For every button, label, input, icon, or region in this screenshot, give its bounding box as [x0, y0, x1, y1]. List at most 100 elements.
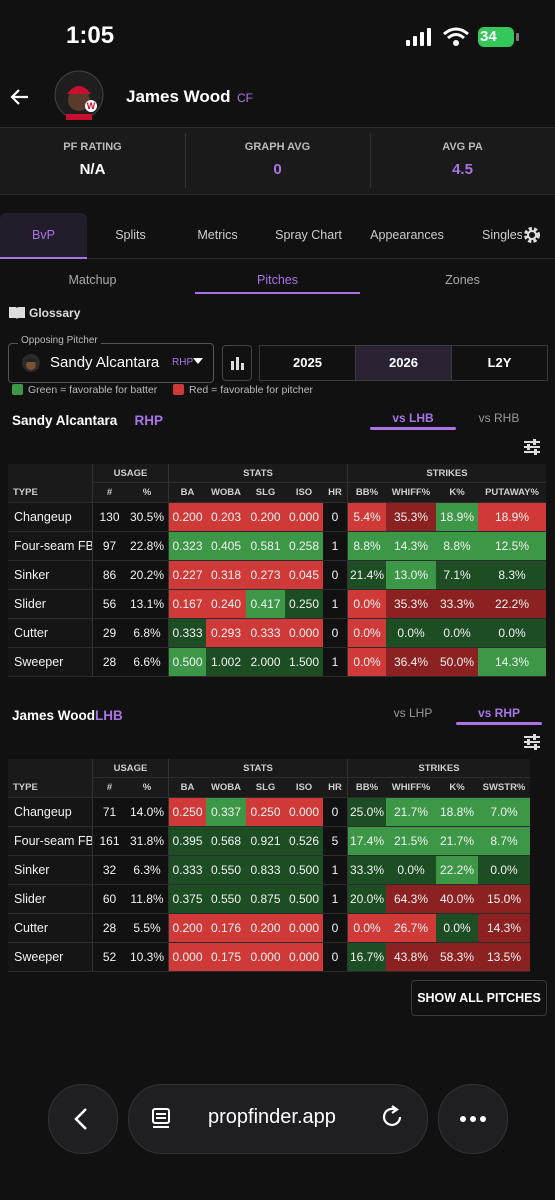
- table-cell: 0.318: [206, 561, 246, 590]
- table-cell: 0: [323, 503, 347, 532]
- table-cell: 0.000: [285, 619, 323, 648]
- table-cell: 58.3%: [436, 943, 478, 972]
- pitcher-avatar: [22, 354, 40, 372]
- year-option[interactable]: 2025: [259, 345, 356, 381]
- reload-button[interactable]: [380, 1104, 406, 1130]
- browser-back[interactable]: [48, 1084, 118, 1154]
- subtab[interactable]: Zones: [445, 273, 480, 287]
- stat-value: 0: [273, 161, 282, 178]
- table-cell: 0.240: [206, 590, 246, 619]
- table-cell: Slider: [8, 885, 92, 914]
- tab[interactable]: Appearances: [370, 228, 444, 242]
- pitcher-select[interactable]: [8, 343, 214, 383]
- toggle-underline: [370, 427, 456, 430]
- subtab[interactable]: Pitches: [257, 273, 298, 287]
- table-cell: 40.0%: [436, 885, 478, 914]
- filter-icon: [524, 439, 540, 455]
- table-cell: 6.8%: [126, 619, 168, 648]
- table-cell: 6.6%: [126, 648, 168, 677]
- hand-toggle[interactable]: vs RHP: [477, 706, 521, 720]
- table-cell: 0.000: [168, 943, 206, 972]
- hand-toggle[interactable]: vs LHP: [393, 706, 433, 720]
- column-header: PUTAWAY%: [478, 483, 546, 503]
- hand-toggle[interactable]: vs LHB: [392, 411, 434, 425]
- table-cell: 0.875: [246, 885, 285, 914]
- column-header: ISO: [285, 483, 323, 503]
- settings-button[interactable]: [522, 225, 542, 245]
- table-cell: 0.568: [206, 827, 246, 856]
- table-cell: Sweeper: [8, 648, 92, 677]
- table-cell: 1: [323, 532, 347, 561]
- hand-toggle[interactable]: vs RHB: [478, 411, 520, 425]
- table-cell: 21.7%: [436, 827, 478, 856]
- column-header: WOBA: [206, 483, 246, 503]
- table-cell: 14.0%: [126, 798, 168, 827]
- table-cell: 20.0%: [347, 885, 386, 914]
- table-cell: Changeup: [8, 503, 92, 532]
- table-cell: Cutter: [8, 619, 92, 648]
- table-cell: 0: [323, 561, 347, 590]
- column-header: HR: [323, 778, 347, 798]
- table-cell: 0.0%: [347, 914, 386, 943]
- table-cell: 28: [92, 914, 126, 943]
- show-all-button[interactable]: SHOW ALL PITCHES: [411, 980, 547, 1016]
- year-option[interactable]: L2Y: [451, 345, 548, 381]
- column-header: BA: [168, 778, 206, 798]
- filter-button[interactable]: [522, 733, 542, 751]
- subtab[interactable]: Matchup: [68, 273, 117, 287]
- group-header: USAGE: [92, 464, 168, 483]
- glossary-link[interactable]: Glossary: [29, 306, 81, 320]
- subtab-underline: [195, 292, 360, 294]
- tab[interactable]: Spray Chart: [275, 228, 342, 242]
- table-cell: 86: [92, 561, 126, 590]
- section-title: Sandy Alcantara: [12, 413, 118, 428]
- column-header: HR: [323, 483, 347, 503]
- column-header: SWSTR%: [478, 778, 530, 798]
- legend-green: Green = favorable for batter: [28, 384, 158, 396]
- filter-button[interactable]: [522, 438, 542, 456]
- table-cell: 0.550: [206, 885, 246, 914]
- table-cell: 0.293: [206, 619, 246, 648]
- section-title: James Wood: [12, 708, 96, 723]
- column-header: ISO: [285, 778, 323, 798]
- table-cell: 0.176: [206, 914, 246, 943]
- table-cell: 8.7%: [478, 827, 530, 856]
- section-hand: LHB: [95, 708, 123, 723]
- group-header: STATS: [168, 759, 347, 778]
- group-header: STRIKES: [347, 464, 546, 483]
- column-header: WOBA: [206, 778, 246, 798]
- table-cell: 0.045: [285, 561, 323, 590]
- column-header: TYPE: [8, 778, 92, 798]
- table-cell: Sweeper: [8, 943, 92, 972]
- back-button[interactable]: [8, 86, 32, 108]
- table-cell: 13.5%: [478, 943, 530, 972]
- table-cell: 0.337: [206, 798, 246, 827]
- table-cell: 5.4%: [347, 503, 386, 532]
- table-cell: 32: [92, 856, 126, 885]
- table-cell: 0.167: [168, 590, 206, 619]
- table-cell: 0.273: [246, 561, 285, 590]
- more-button[interactable]: [438, 1084, 508, 1154]
- tab[interactable]: Metrics: [197, 228, 238, 242]
- column-header: BA: [168, 483, 206, 503]
- table-cell: 0.333: [246, 619, 285, 648]
- player-position: CF: [237, 91, 253, 105]
- column-header: #: [92, 778, 126, 798]
- reader-icon[interactable]: [150, 1106, 174, 1130]
- tab[interactable]: Singles: [482, 228, 522, 242]
- tab[interactable]: BvP: [0, 213, 87, 259]
- table-cell: 21.4%: [347, 561, 386, 590]
- table-cell: 22.2%: [478, 590, 546, 619]
- url-bar[interactable]: [128, 1084, 428, 1154]
- group-header: USAGE: [92, 759, 168, 778]
- table-cell: 1: [323, 590, 347, 619]
- table-cell: 130: [92, 503, 126, 532]
- table-cell: 1: [323, 648, 347, 677]
- chart-button[interactable]: [222, 345, 252, 381]
- tab[interactable]: Splits: [115, 228, 146, 242]
- table-cell: 0.200: [168, 503, 206, 532]
- year-option[interactable]: 2026: [355, 345, 452, 381]
- table-cell: 35.3%: [386, 590, 436, 619]
- table-header-bg: [8, 464, 546, 503]
